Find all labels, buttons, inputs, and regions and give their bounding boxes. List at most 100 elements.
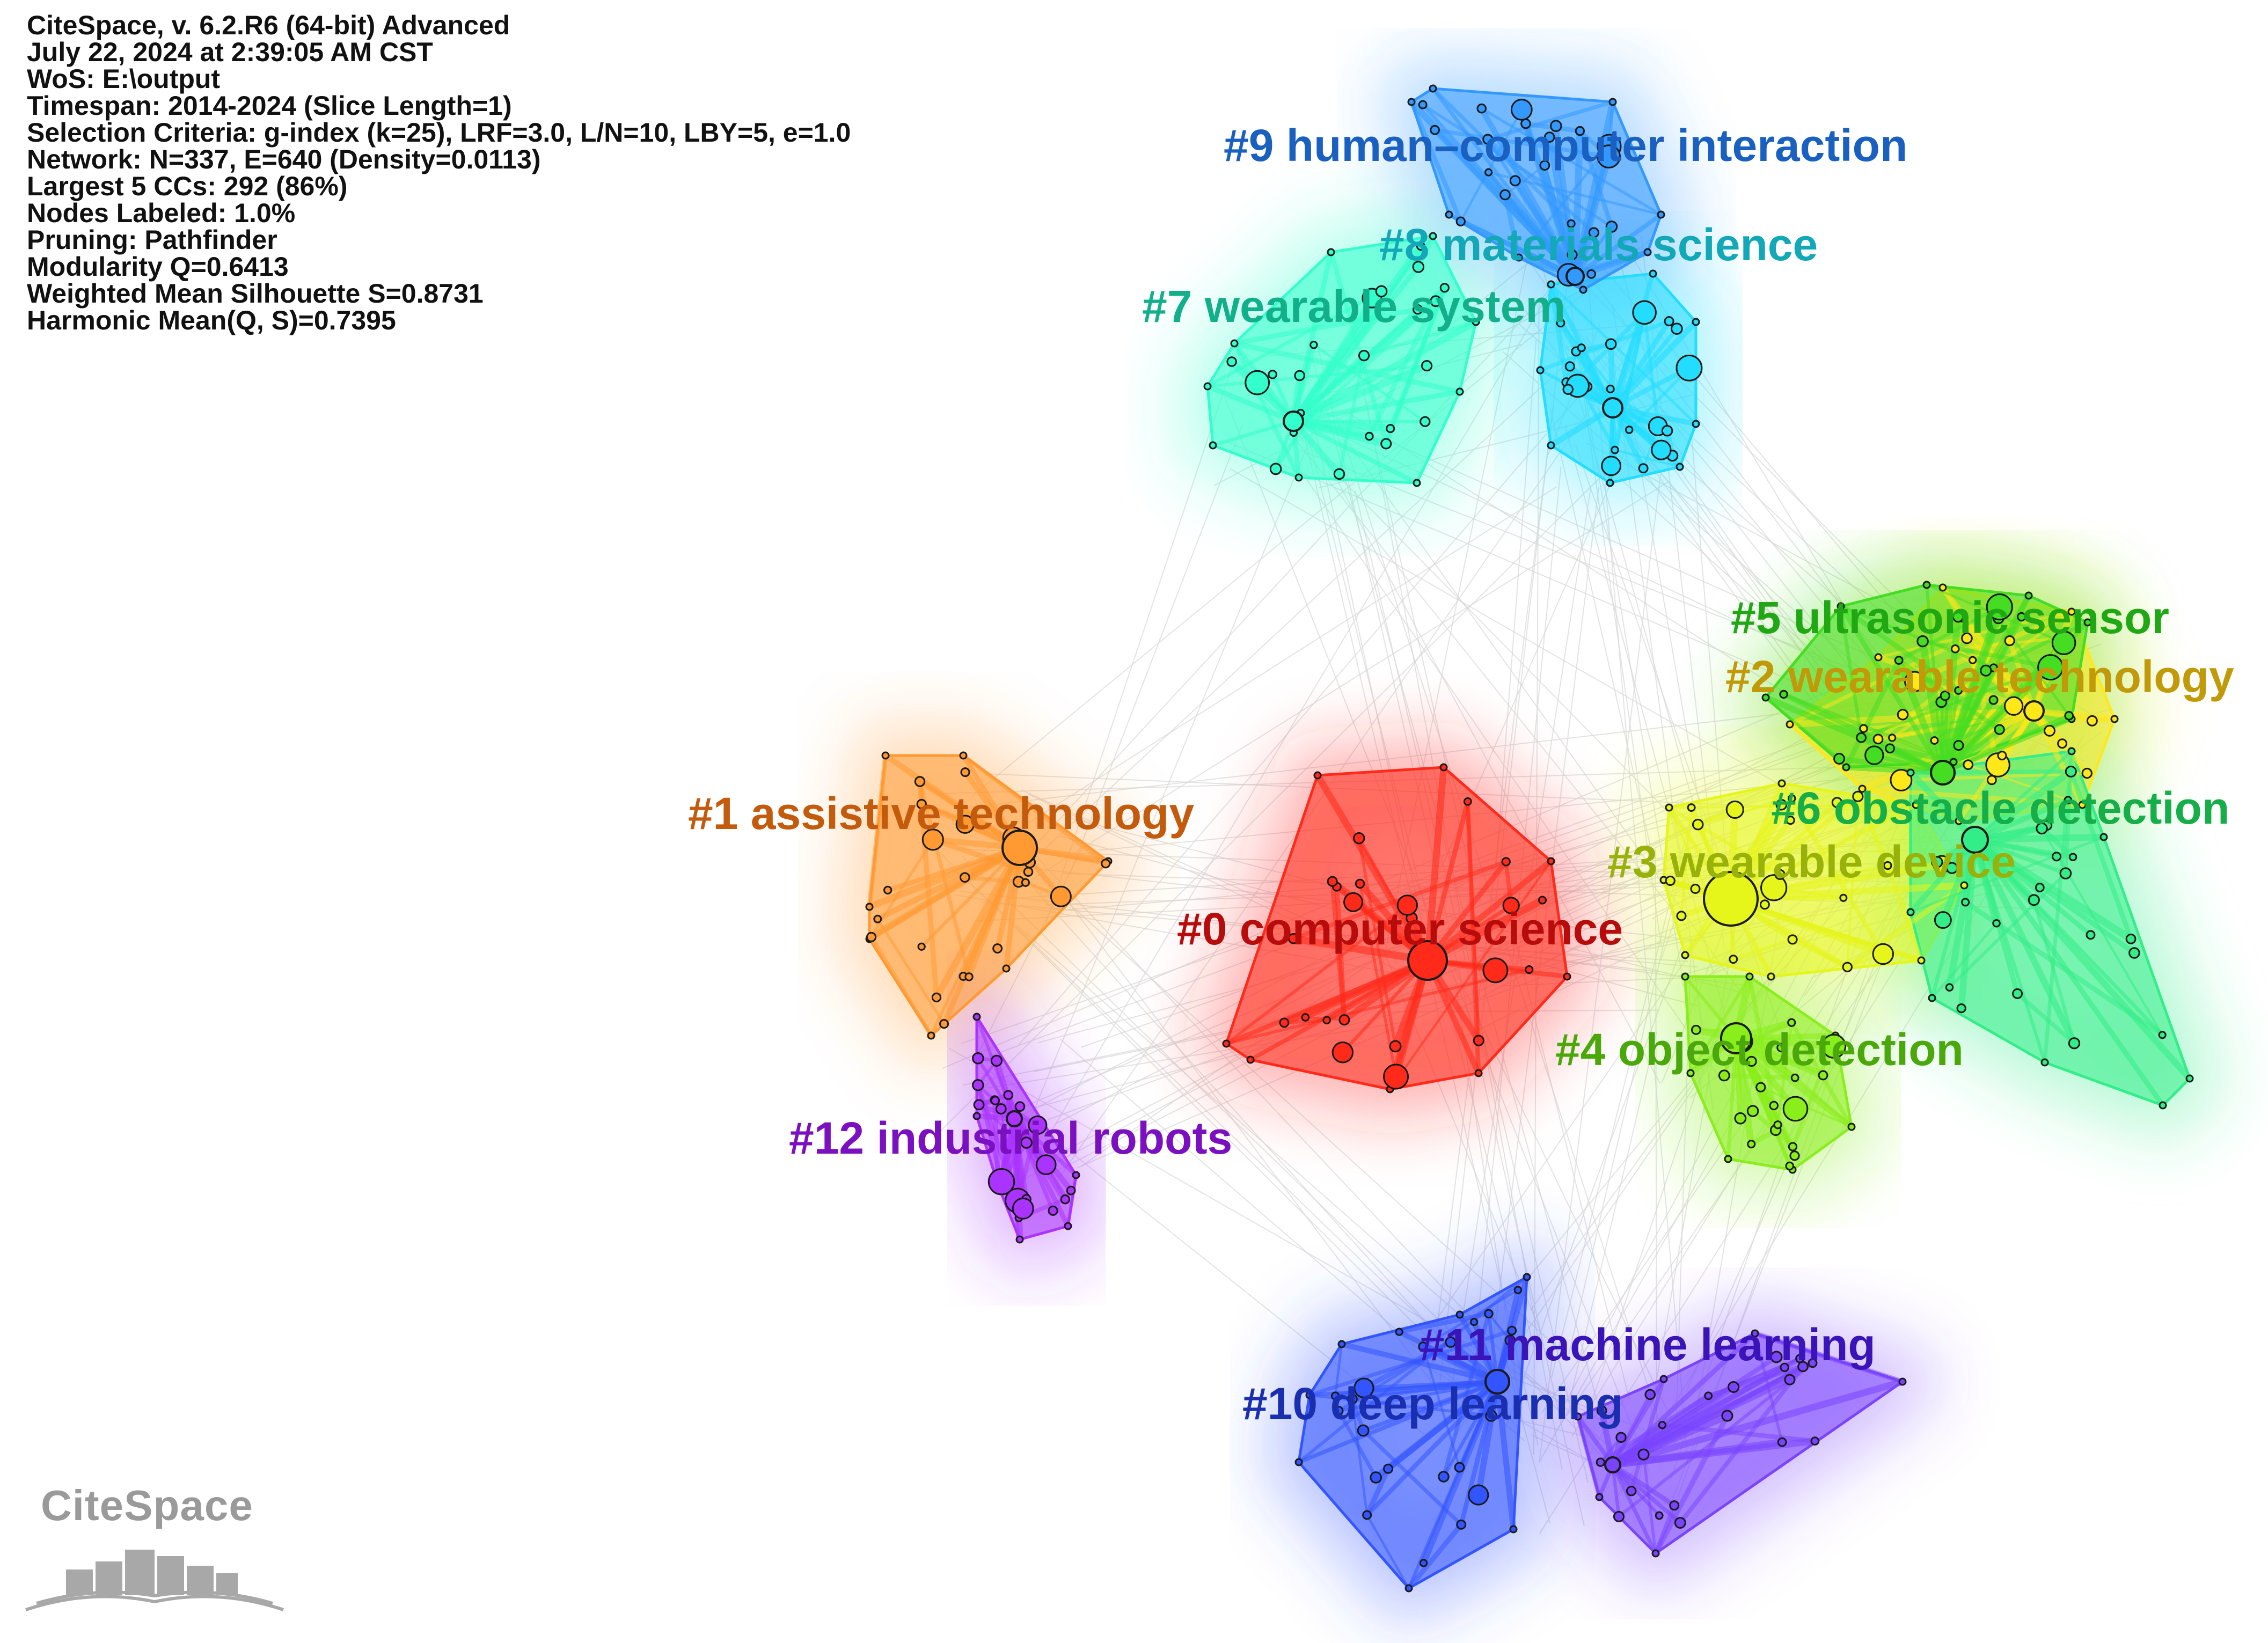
cluster-link <box>1487 100 1614 142</box>
summary-line: WoS: E:\output <box>27 64 221 94</box>
network-node <box>1885 743 1896 754</box>
network-node <box>1746 1105 1759 1117</box>
network-node <box>1574 1412 1582 1421</box>
network-node <box>1563 972 1571 981</box>
cluster-link <box>1225 904 1409 1045</box>
network-node <box>1795 1354 1804 1363</box>
network-node <box>1986 593 2013 621</box>
cluster-link <box>1539 319 1670 372</box>
network-node <box>1784 1374 1796 1385</box>
network-node <box>1692 420 1700 428</box>
network-node <box>1963 759 1974 770</box>
cluster-link <box>1341 959 1429 1054</box>
cluster-link <box>1610 406 1646 470</box>
network-node <box>1418 1341 1428 1352</box>
network-node <box>1940 691 1950 701</box>
network-node <box>1986 775 1997 786</box>
cluster-link <box>1399 1311 1489 1334</box>
network-node <box>914 776 926 787</box>
cluster-link <box>1972 839 2020 995</box>
cluster-link <box>1409 101 1463 223</box>
cluster-hub-node <box>1602 397 1623 419</box>
network-node <box>1833 753 1845 765</box>
cluster-label-4: #4 object detection <box>1555 1024 1964 1075</box>
summary-line: Modularity Q=0.6413 <box>27 252 289 282</box>
network-node <box>873 914 882 923</box>
network-node <box>1209 441 1217 450</box>
network-node <box>1906 768 1915 777</box>
network-node <box>2051 630 2076 655</box>
network-node <box>1455 1310 1464 1319</box>
cluster-link <box>1765 696 1840 760</box>
cluster-link <box>1611 1356 1801 1467</box>
network-node <box>1330 1391 1340 1400</box>
cluster-link <box>1291 353 1366 423</box>
network-node <box>1671 322 1683 335</box>
network-node <box>2035 883 2045 892</box>
network-node <box>1294 473 1303 482</box>
inter-cluster-link <box>1035 890 1460 1360</box>
cluster-link <box>1939 669 1989 774</box>
network-node <box>1386 424 1395 434</box>
cluster-link <box>1669 803 1916 809</box>
inter-cluster-link <box>1069 423 1243 876</box>
network-node <box>1888 734 1897 742</box>
network-node <box>1952 611 1964 623</box>
cluster-hub-node <box>1484 1369 1510 1395</box>
network-node <box>1072 1171 1080 1179</box>
cluster-link <box>1338 1380 1498 1413</box>
cluster-link <box>1839 604 1960 693</box>
cluster-label-3: #3 wearable device <box>1607 837 2016 887</box>
network-node <box>1608 98 1617 106</box>
network-node <box>1858 784 1867 793</box>
cluster-link <box>1612 405 1696 427</box>
network-node <box>1775 798 1788 811</box>
cluster-link <box>918 781 971 978</box>
cluster-link <box>1572 155 1612 277</box>
network-node <box>1430 295 1442 307</box>
cluster-link <box>1364 1468 1391 1516</box>
network-node <box>1777 779 1786 788</box>
network-node <box>1380 438 1392 450</box>
network-node <box>1547 857 1555 865</box>
network-node <box>1776 1043 1787 1053</box>
network-node <box>1499 189 1511 201</box>
cluster-link <box>1839 606 1863 738</box>
cluster-link <box>1780 782 1885 956</box>
network-node <box>881 751 890 760</box>
summary-line: July 22, 2024 at 2:39:05 AM CST <box>27 37 433 67</box>
cluster-link <box>1283 957 1429 1026</box>
summary-line: Network: N=337, E=640 (Density=0.0113) <box>27 144 541 174</box>
network-node <box>1898 1377 1907 1386</box>
network-node <box>1287 933 1299 944</box>
network-node <box>1649 269 1657 278</box>
network-node <box>1676 911 1687 921</box>
network-node <box>972 1013 981 1021</box>
network-node <box>2024 591 2033 600</box>
network-node <box>1897 709 1909 721</box>
network-node <box>1420 416 1431 427</box>
network-node <box>1928 994 1936 1002</box>
network-node <box>1842 962 1853 972</box>
network-node <box>2068 853 2077 862</box>
network-node <box>1338 1014 1350 1026</box>
network-node <box>1463 797 1472 806</box>
network-node <box>1343 892 1364 912</box>
cluster-link <box>1212 419 1294 448</box>
network-node <box>939 1019 949 1029</box>
network-node <box>1476 103 1487 114</box>
network-node <box>1842 763 1850 772</box>
network-node <box>1407 98 1416 106</box>
network-node <box>1023 867 1034 877</box>
network-node <box>1761 693 1770 702</box>
network-node <box>1790 1073 1799 1082</box>
network-node <box>1859 724 1868 733</box>
network-node <box>1337 1340 1346 1348</box>
cluster-link <box>1425 801 1470 962</box>
network-node <box>1605 338 1617 350</box>
network-node <box>1048 1205 1058 1216</box>
network-node <box>990 1096 1000 1105</box>
network-node <box>972 1112 981 1120</box>
network-node <box>1770 1351 1783 1363</box>
network-node <box>1644 1389 1656 1400</box>
